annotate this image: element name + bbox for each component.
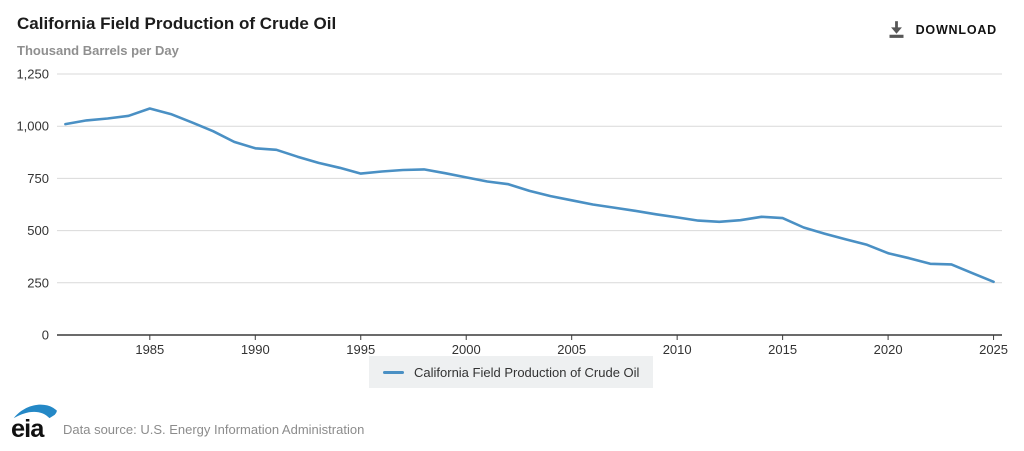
x-tick-label: 2020 <box>874 342 903 357</box>
x-tick-label: 2025 <box>979 342 1008 357</box>
series-line-california-production[interactable] <box>64 107 995 284</box>
download-icon <box>889 21 904 38</box>
legend-item-california-production[interactable]: California Field Production of Crude Oil <box>369 356 654 388</box>
y-tick-label: 1,000 <box>16 119 49 134</box>
eia-logo: eia <box>11 404 57 442</box>
eia-logo-swoosh <box>13 404 57 419</box>
x-tick-label: 1995 <box>346 342 375 357</box>
x-tick-label: 2005 <box>557 342 586 357</box>
production-line-chart: 0 250 500 750 1,000 1,250 1985 1990 1995 2000 2005… <box>16 67 1008 358</box>
x-tick-label: 2015 <box>768 342 797 357</box>
chart-title: California Field Production of Crude Oil <box>17 14 337 33</box>
chart-y-axis-title: Thousand Barrels per Day <box>17 43 179 58</box>
y-tick-label: 250 <box>27 275 49 290</box>
legend-line-swatch <box>383 370 404 374</box>
x-tick-label: 2000 <box>452 342 481 357</box>
svg-text:eia: eia <box>11 415 45 442</box>
legend-item-label: California Field Production of Crude Oil <box>414 364 640 380</box>
y-tick-label: 750 <box>27 171 49 186</box>
data-source-text: Data source: U.S. Energy Information Adm… <box>63 422 365 437</box>
x-tick-label: 1985 <box>135 342 164 357</box>
x-tick-label: 2010 <box>663 342 692 357</box>
y-tick-label: 500 <box>27 223 49 238</box>
y-tick-label: 0 <box>42 328 49 343</box>
download-button[interactable]: DOWNLOAD <box>886 19 997 40</box>
download-button-label: DOWNLOAD <box>915 22 997 37</box>
x-tick-label: 1990 <box>241 342 270 357</box>
y-tick-label: 1,250 <box>16 67 49 82</box>
